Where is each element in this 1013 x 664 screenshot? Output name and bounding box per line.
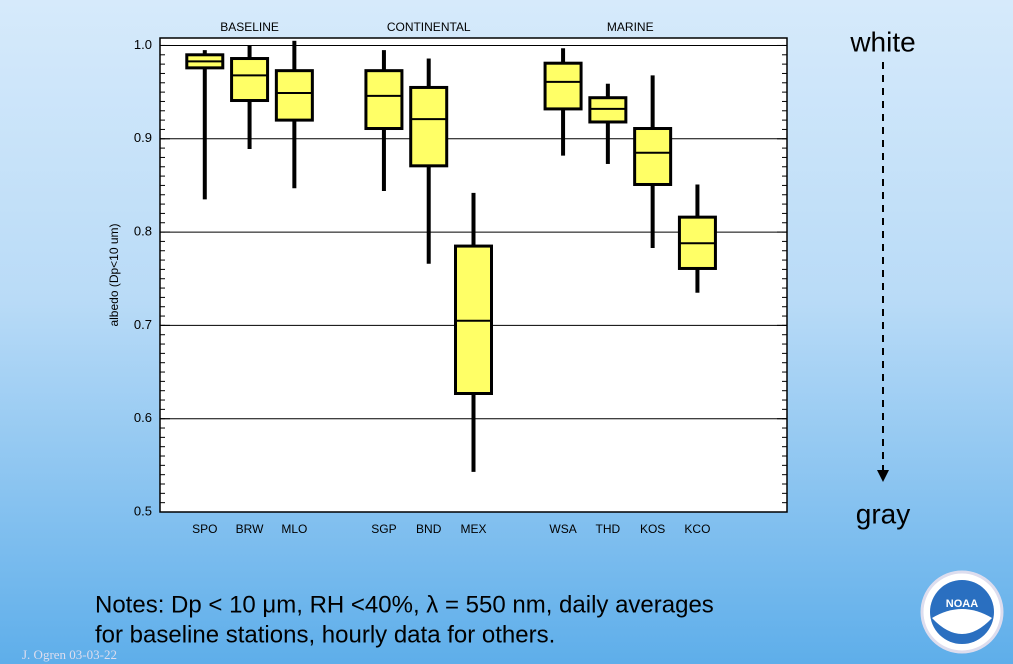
credit: J. Ogren 03-03-22 (22, 647, 117, 662)
x-tick-label: BND (416, 522, 442, 536)
scale-bottom-label: gray (856, 498, 910, 529)
y-tick-label: 0.6 (134, 410, 152, 425)
y-tick-label: 0.8 (134, 224, 152, 239)
logo-text: NOAA (946, 598, 978, 610)
x-tick-label: MLO (281, 522, 307, 536)
logo-bird (932, 609, 992, 634)
x-tick-label: SGP (371, 522, 396, 536)
x-tick-label: THD (596, 522, 621, 536)
x-tick-label: WSA (549, 522, 576, 536)
group-label: CONTINENTAL (387, 20, 471, 34)
x-tick-label: BRW (236, 522, 264, 536)
box (274, 69, 314, 122)
scale-top-label: white (849, 26, 915, 57)
y-axis-label: albedo (Dp<10 um) (107, 223, 121, 326)
group-label: BASELINE (220, 20, 279, 34)
x-tick-label: KOS (640, 522, 665, 536)
arrow-head (877, 470, 889, 482)
box (633, 127, 673, 186)
box (364, 69, 404, 131)
y-tick-label: 0.7 (134, 317, 152, 332)
note-line: Notes: Dp < 10 μm, RH <40%, λ = 550 nm, … (95, 591, 714, 618)
box (409, 85, 449, 168)
x-tick-label: SPO (192, 522, 217, 536)
x-tick-label: KCO (684, 522, 710, 536)
y-tick-label: 0.9 (134, 130, 152, 145)
box (230, 57, 270, 103)
x-tick-label: MEX (460, 522, 486, 536)
y-tick-label: 0.5 (134, 503, 152, 518)
group-label: MARINE (607, 20, 654, 34)
note-line: for baseline stations, hourly data for o… (95, 621, 555, 648)
y-tick-label: 1.0 (134, 37, 152, 52)
box (543, 61, 583, 111)
